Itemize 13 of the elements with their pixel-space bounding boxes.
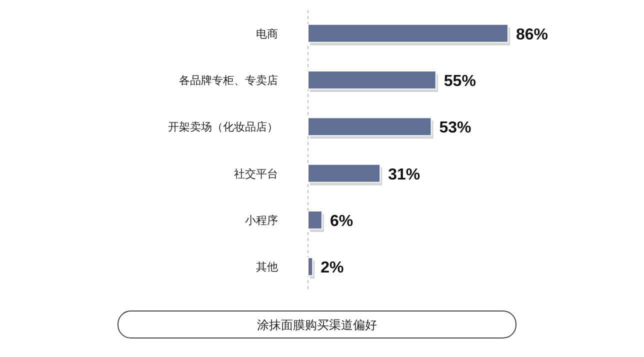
text: 涂抹面膜购买渠道偏好 bbox=[257, 318, 377, 332]
data-label: 31% bbox=[388, 166, 420, 184]
data-label: 2% bbox=[320, 260, 344, 277]
y-tick-label: 小程序 bbox=[245, 214, 278, 227]
data-label: 55% bbox=[444, 73, 476, 90]
data-label: 6% bbox=[330, 213, 354, 230]
data-label: 53% bbox=[439, 120, 472, 137]
y-tick-label: 其他 bbox=[256, 260, 278, 274]
y-tick-label: 开架卖场（化妆品店） bbox=[168, 120, 278, 134]
data-label: 86% bbox=[516, 26, 548, 44]
y-tick-label: 电商 bbox=[256, 27, 278, 40]
y-tick-label: 社交平台 bbox=[234, 167, 278, 180]
y-tick-label: 各品牌专柜、专卖店 bbox=[179, 74, 278, 87]
